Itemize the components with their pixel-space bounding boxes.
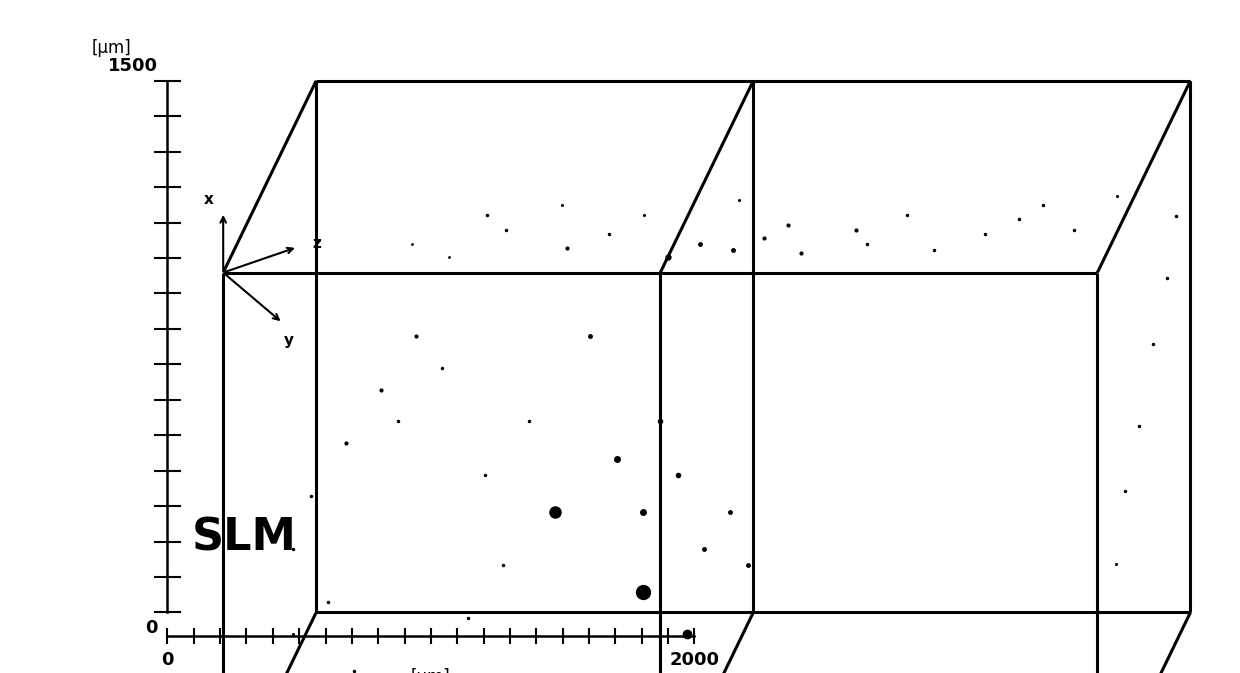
- Text: 2000: 2000: [670, 651, 719, 669]
- Text: SLM: SLM: [192, 517, 298, 560]
- Text: z: z: [312, 236, 321, 251]
- Text: 0: 0: [145, 619, 157, 637]
- Text: 1500: 1500: [108, 57, 157, 75]
- Text: [μm]: [μm]: [92, 39, 131, 57]
- Text: x: x: [203, 192, 213, 207]
- Text: 0: 0: [161, 651, 174, 669]
- Text: [μm]: [μm]: [410, 668, 451, 673]
- Text: y: y: [284, 333, 294, 348]
